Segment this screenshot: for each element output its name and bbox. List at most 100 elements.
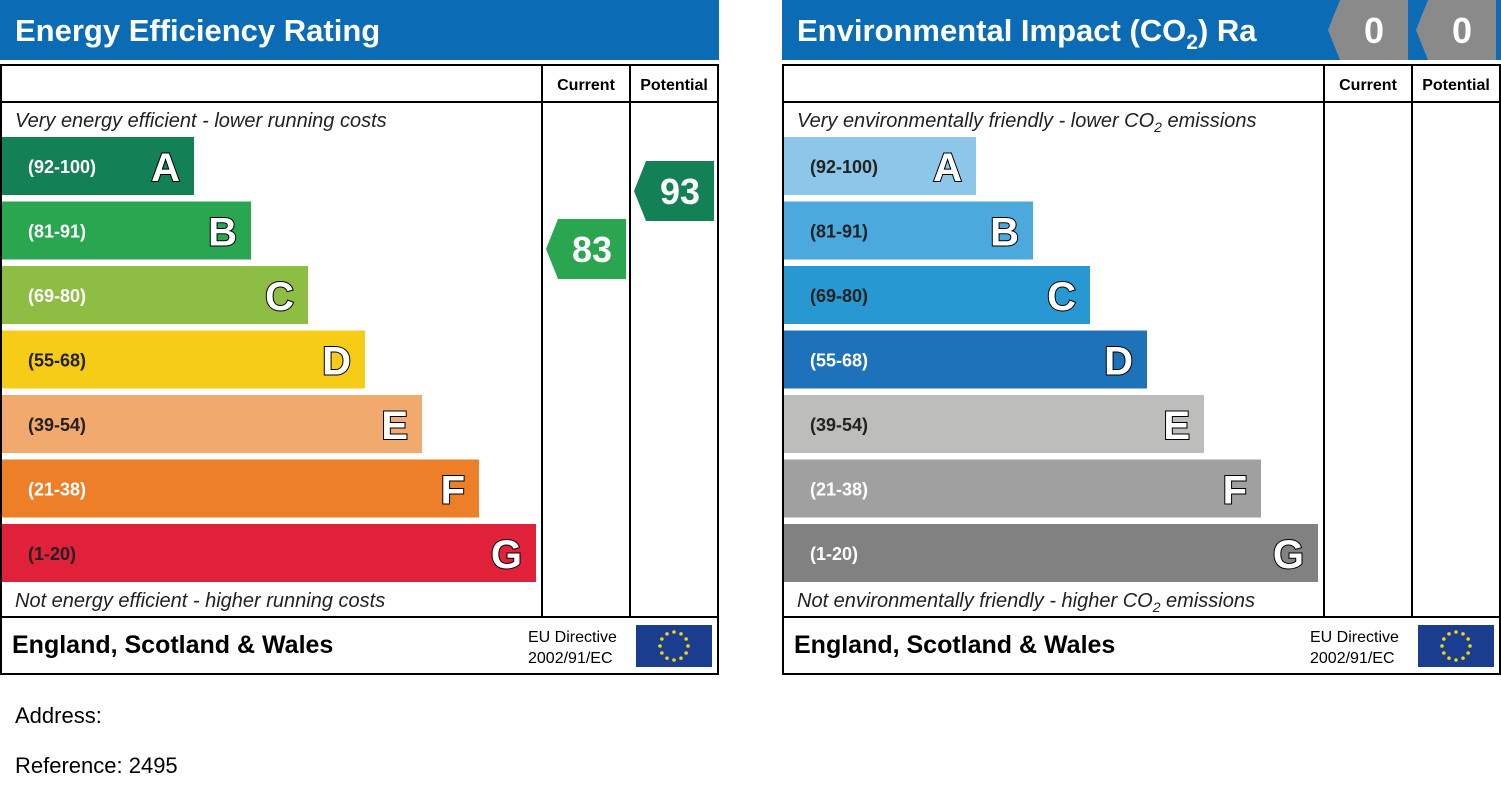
band-letter-c: C [265, 275, 294, 319]
eu-flag-star [1454, 630, 1458, 634]
band-range-g: (1-20) [28, 544, 76, 564]
chart-title: Energy Efficiency Rating [15, 13, 380, 48]
eu-flag-star [665, 656, 669, 660]
band-range-b: (81-91) [28, 222, 86, 242]
band-letter-a: A [933, 146, 962, 190]
eu-flag-star [660, 637, 664, 641]
band-letter-f: F [1223, 469, 1247, 513]
eu-flag-star [1447, 656, 1451, 660]
current-rating-value: 0 [1364, 10, 1384, 51]
eu-flag-star [672, 658, 676, 662]
band-bar-g [2, 524, 536, 582]
eu-flag-star [679, 656, 683, 660]
energy-efficiency-svg: Energy Efficiency Rating Current Potenti… [0, 0, 719, 675]
eu-flag-star [1447, 632, 1451, 636]
band-letter-b: B [208, 211, 237, 255]
band-letter-d: D [322, 340, 351, 384]
chart-title-tail: ) Ra [1198, 13, 1257, 48]
band-range-d: (55-68) [28, 351, 86, 371]
top-caption-subscript: 2 [1153, 119, 1162, 135]
potential-rating-value: 0 [1452, 10, 1472, 51]
eu-flag-star [658, 644, 662, 648]
eu-flag-star [684, 637, 688, 641]
band-letter-a: A [151, 146, 180, 190]
eu-flag-star [1466, 651, 1470, 655]
band-bar-d [2, 330, 365, 389]
eu-directive-label: EU Directive [1310, 629, 1399, 646]
region-label: England, Scotland & Wales [794, 631, 1115, 659]
environmental-impact-svg: Environmental Impact (CO2) Ra Current Po… [782, 0, 1501, 675]
band-range-c: (69-80) [810, 286, 868, 306]
column-header-current: Current [1339, 77, 1397, 94]
band-letter-e: E [381, 404, 408, 448]
band-letter-g: G [1273, 533, 1304, 577]
band-letter-e: E [1163, 404, 1190, 448]
eu-directive-number: 2002/91/EC [528, 650, 613, 667]
column-header-current: Current [557, 77, 615, 94]
eu-flag-star [686, 644, 690, 648]
top-caption-main: Very environmentally friendly - lower CO [797, 110, 1154, 132]
band-range-a: (92-100) [810, 157, 878, 177]
band-bar-b [2, 201, 251, 260]
environmental-impact-chart: Environmental Impact (CO2) Ra Current Po… [782, 0, 1501, 675]
eu-flag-star [1461, 656, 1465, 660]
band-range-g: (1-20) [810, 544, 858, 564]
eu-flag-star [672, 630, 676, 634]
address-label: Address: [15, 703, 102, 728]
current-rating-value: 83 [572, 229, 612, 270]
band-range-e: (39-54) [810, 415, 868, 435]
band-letter-b: B [990, 211, 1019, 255]
band-bar-c [784, 266, 1090, 324]
eu-directive-number: 2002/91/EC [1310, 650, 1395, 667]
band-bar-b [784, 201, 1033, 260]
band-bar-e [2, 395, 422, 453]
energy-efficiency-chart: Energy Efficiency Rating Current Potenti… [0, 0, 719, 675]
band-bar-a [784, 137, 976, 195]
chart-title-main: Environmental Impact (CO [797, 13, 1186, 48]
band-range-c: (69-80) [28, 286, 86, 306]
band-range-e: (39-54) [28, 415, 86, 435]
band-letter-g: G [491, 533, 522, 577]
band-bar-a [2, 137, 194, 195]
eu-flag-star [660, 651, 664, 655]
band-group: (92-100) A (81-91) B (69-80) C (55-68) D (39-54)… [2, 137, 536, 582]
band-bar-c [2, 266, 308, 324]
eu-flag-star [1461, 632, 1465, 636]
eu-flag-star [1442, 651, 1446, 655]
top-caption-tail: emissions [1162, 110, 1256, 132]
band-range-a: (92-100) [28, 157, 96, 177]
column-header-potential: Potential [1422, 77, 1490, 94]
bottom-caption-main: Not environmentally friendly - higher CO [797, 590, 1153, 612]
eu-flag-star [1468, 644, 1472, 648]
eu-flag-star [665, 632, 669, 636]
eu-flag-star [1454, 658, 1458, 662]
eu-flag-star [1466, 637, 1470, 641]
band-letter-f: F [441, 469, 465, 513]
current-rating-arrow [546, 219, 626, 279]
eu-flag-icon [636, 625, 712, 667]
top-caption: Very environmentally friendly - lower CO… [797, 110, 1256, 135]
top-caption: Very energy efficient - lower running co… [15, 110, 387, 132]
bottom-caption: Not energy efficient - higher running co… [15, 590, 385, 612]
band-bar-e [784, 395, 1204, 453]
band-group: (92-100) A (81-91) B (69-80) C (55-68) D (39-54)… [784, 137, 1318, 582]
chart-title: Environmental Impact (CO2) Ra [797, 13, 1257, 54]
band-bar-f [784, 459, 1261, 518]
band-letter-d: D [1104, 340, 1133, 384]
band-range-f: (21-38) [810, 480, 868, 500]
chart-title-subscript: 2 [1186, 31, 1198, 54]
bottom-caption-subscript: 2 [1152, 599, 1161, 615]
current-rating-arrow [1328, 0, 1408, 60]
band-letter-c: C [1047, 275, 1076, 319]
bottom-caption: Not environmentally friendly - higher CO… [797, 590, 1255, 615]
band-bar-f [2, 459, 479, 518]
eu-flag-star [1442, 637, 1446, 641]
eu-flag-star [679, 632, 683, 636]
eu-flag-star [1440, 644, 1444, 648]
eu-flag-icon [1418, 625, 1494, 667]
reference-label: Reference: 2495 [15, 753, 178, 778]
band-range-f: (21-38) [28, 480, 86, 500]
band-range-d: (55-68) [810, 351, 868, 371]
band-bar-g [784, 524, 1318, 582]
